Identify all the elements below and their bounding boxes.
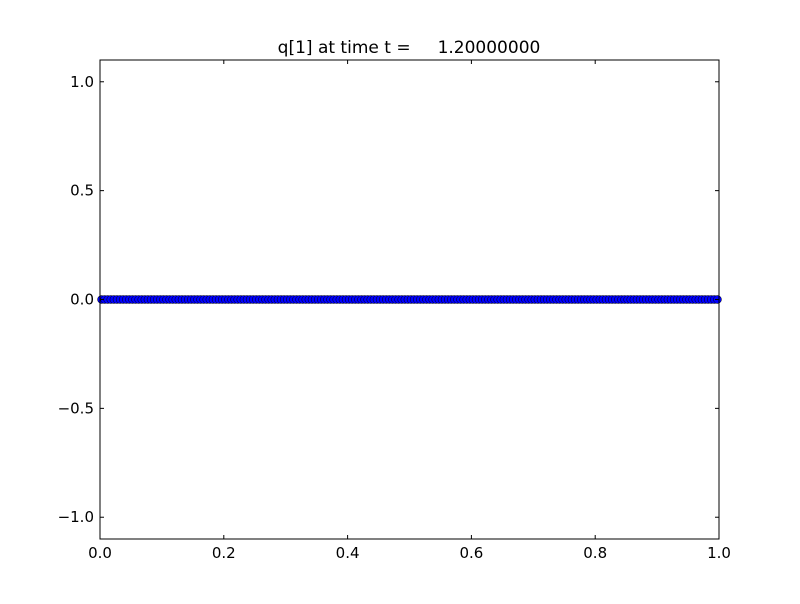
x-tick-label: 0.6 [459, 544, 483, 562]
y-tick-label: −0.5 [58, 399, 94, 417]
x-axis: 0.0 0.2 0.4 0.6 0.8 1.0 [88, 60, 731, 562]
y-tick-label: −1.0 [58, 508, 94, 526]
x-tick-label: 1.0 [707, 544, 731, 562]
chart-title: q[1] at time t = 1.20000000 [278, 38, 541, 58]
y-tick-label: 1.0 [70, 73, 94, 91]
x-tick-label: 0.2 [212, 544, 236, 562]
y-tick-label: 0.0 [70, 291, 94, 309]
x-tick-label: 0.4 [336, 544, 360, 562]
y-tick-label: 0.5 [70, 182, 94, 200]
x-tick-label: 0.0 [88, 544, 112, 562]
data-points [97, 295, 722, 304]
x-tick-label: 0.8 [583, 544, 607, 562]
y-axis: −1.0 −0.5 0.0 0.5 1.0 [58, 73, 719, 526]
